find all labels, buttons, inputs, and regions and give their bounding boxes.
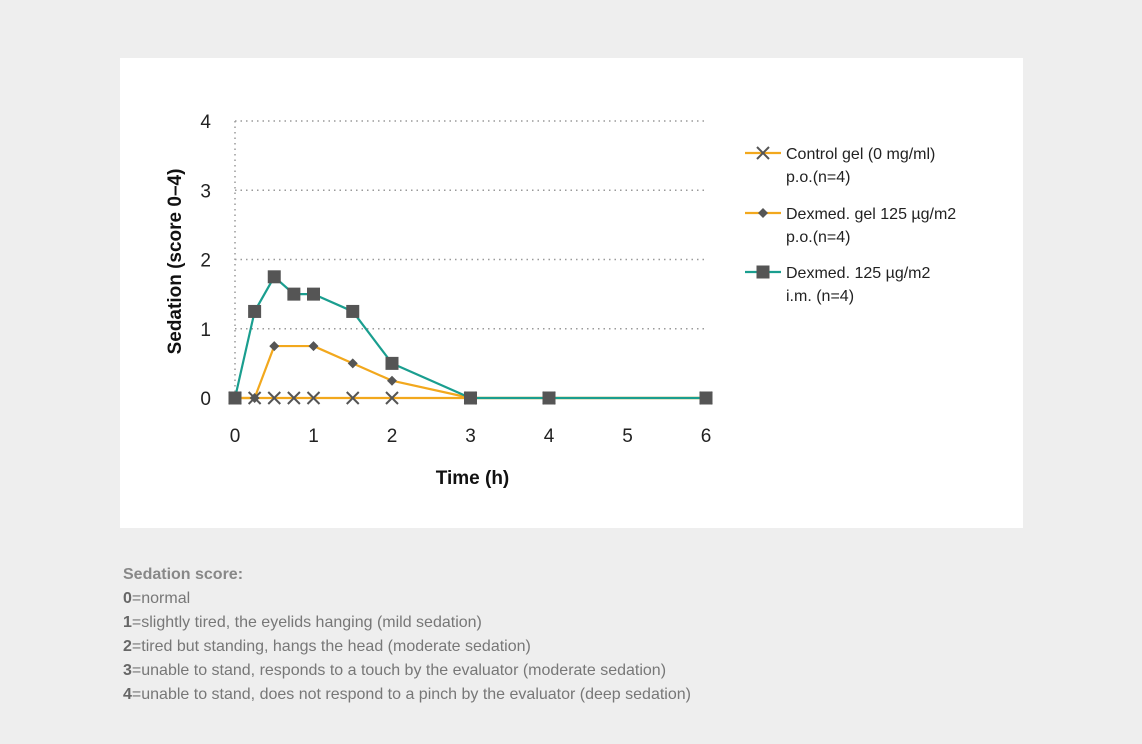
y-tick-label: 3 [200,181,211,202]
x-tick-label: 3 [465,426,476,447]
data-point-series-3 [248,304,262,318]
data-point-series-3 [307,287,320,301]
legend-label: Dexmed. 125 µg/m2 [786,265,931,282]
x-tick-label: 0 [230,426,241,447]
data-point-series-1 [267,391,281,405]
data-point-series-3 [699,391,713,405]
data-point-series-3 [385,356,399,370]
score-item-2: 2=tired but standing, hangs the head (mo… [123,635,1023,659]
data-point-series-3 [228,391,242,405]
y-tick-label: 2 [200,251,211,272]
x-tick-label: 6 [701,426,712,447]
series-line-2 [235,344,706,400]
legend-label-line2: p.o.(n=4) [786,229,850,246]
data-point-series-3 [346,304,360,318]
score-number: 1 [123,614,132,631]
x-tick-label: 4 [544,426,555,447]
score-description: =unable to stand, responds to a touch by… [131,662,667,679]
data-point-series-2 [269,341,280,352]
data-point-series-3 [464,391,477,405]
chart-card: 0 1 2 3 4 0 1 2 3 4 5 6 Time (h) Sedation (score 0–4)… [120,58,1023,528]
score-description: =tired but standing, hangs the head (mod… [131,638,531,655]
data-point-series-2 [387,375,397,386]
y-tick-label: 1 [200,320,211,341]
data-point-series-2 [249,393,260,403]
x-tick-label: 2 [387,426,398,447]
data-point-series-1 [287,391,301,405]
data-point-series-2 [347,358,358,369]
score-item-0: 0=normal [123,587,1023,611]
score-number: 4 [123,686,132,703]
legend-label: Dexmed. gel 125 µg/m2 [786,206,956,223]
data-point-series-1 [306,391,321,405]
y-axis-title: Sedation (score 0–4) [165,169,186,355]
score-number: 2 [123,638,132,655]
y-tick-label: 0 [200,389,211,410]
legend-label-line2: p.o.(n=4) [786,169,850,186]
score-item-1: 1=slightly tired, the eyelids hanging (m… [123,611,1023,635]
legend-label-line2: i.m. (n=4) [786,288,854,305]
score-description: =slightly tired, the eyelids hanging (mi… [131,614,482,631]
legend-swatch-marker [756,146,770,160]
data-point-series-3 [287,287,301,301]
x-tick-label: 1 [308,426,319,447]
score-item-3: 3=unable to stand, responds to a touch b… [123,659,1023,683]
x-axis-title: Time (h) [436,468,510,489]
data-point-series-3 [542,391,556,405]
series-line-3 [233,275,706,400]
data-point-series-3 [267,270,281,284]
notes-title: Sedation score: [123,566,244,583]
legend-swatch-marker [758,208,768,218]
legend-swatch-marker [756,265,770,279]
data-point-series-2 [308,341,319,352]
data-point-series-1 [346,391,360,405]
score-item-4: 4=unable to stand, does not respond to a… [123,683,1023,707]
score-number: 3 [123,662,132,679]
score-description: =normal [131,590,191,607]
legend-label: Control gel (0 mg/ml) [786,146,935,163]
sedation-line-chart: 0 1 2 3 4 0 1 2 3 4 5 6 Time (h) Sedation (score 0–4)… [165,112,956,489]
data-point-series-1 [385,391,399,405]
score-description: =unable to stand, does not respond to a … [131,686,691,703]
y-tick-label: 4 [200,112,211,133]
score-number: 0 [123,590,132,607]
sedation-score-legend: Sedation score: 0=normal 1=slightly tire… [123,563,1023,707]
x-tick-label: 5 [622,426,633,447]
